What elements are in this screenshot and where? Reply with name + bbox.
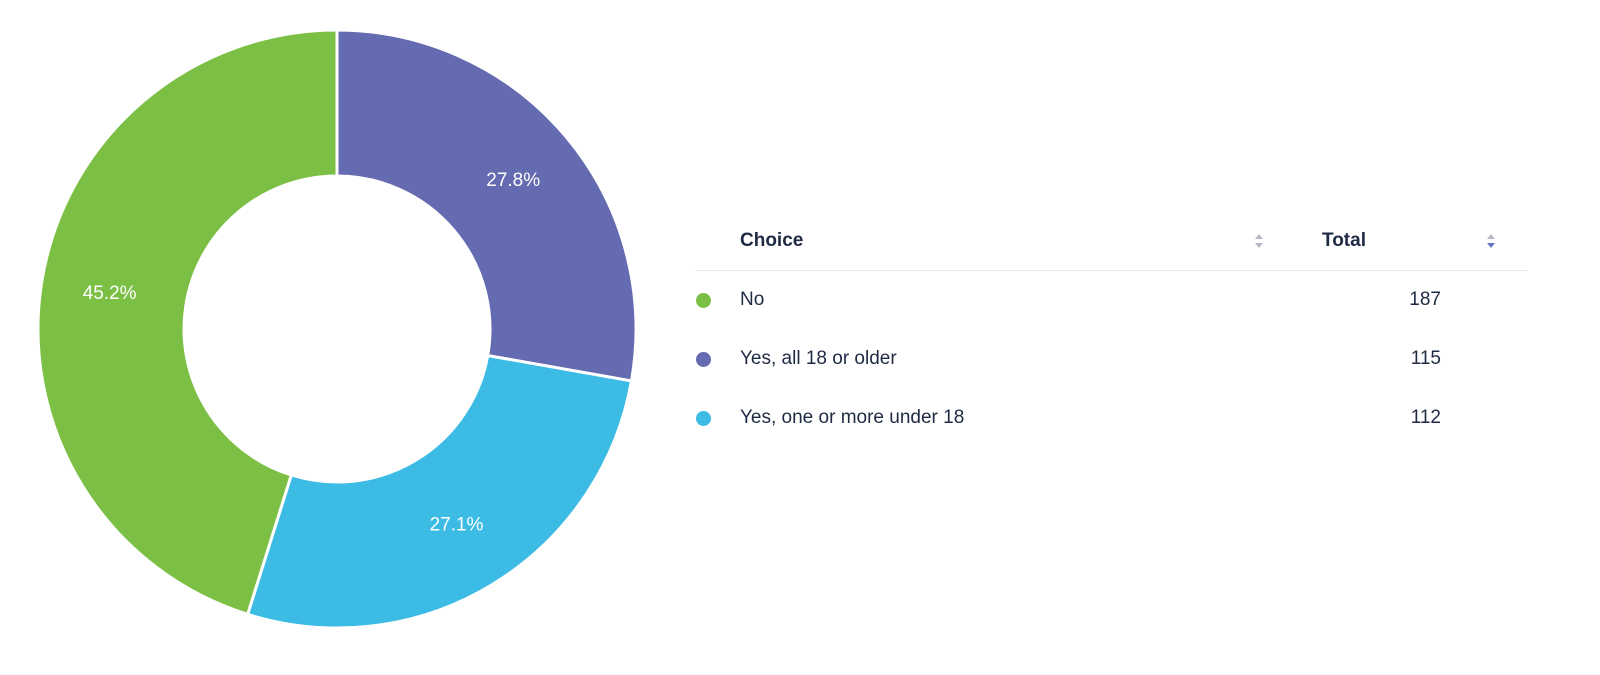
slice-label: 27.1% (430, 515, 484, 536)
table-row: Yes, one or more under 18 112 (695, 389, 1527, 448)
donut-slice-no[interactable] (36, 28, 339, 617)
legend-dot-no (696, 293, 711, 308)
row-choice: Yes, one or more under 18 (740, 407, 965, 428)
donut-slice-yes-one-or-more-under-18[interactable] (245, 353, 634, 630)
row-choice: No (740, 289, 765, 310)
row-total: 115 (1410, 348, 1441, 369)
donut-chart: 27.8% 27.1% 45.2% (36, 28, 638, 630)
sort-icon[interactable] (1255, 234, 1263, 250)
row-total: 112 (1410, 407, 1441, 428)
table-row: Yes, all 18 or older 115 (695, 330, 1527, 389)
legend-dot-yes-one-or-more-under-18 (696, 411, 711, 426)
legend-dot-yes-all-18-or-older (696, 352, 711, 367)
legend-table: Choice Total No 187 Yes, all 18 or older… (695, 218, 1527, 448)
slice-label: 27.8% (486, 170, 540, 191)
slice-label: 45.2% (83, 283, 137, 304)
sort-icon[interactable] (1487, 234, 1495, 250)
row-choice: Yes, all 18 or older (740, 348, 897, 369)
table-header: Choice Total (695, 218, 1527, 271)
column-header-total[interactable]: Total (1322, 230, 1366, 251)
donut-slice-yes-all-18-or-older[interactable] (335, 28, 638, 383)
column-header-choice[interactable]: Choice (740, 230, 804, 251)
row-total: 187 (1409, 289, 1441, 310)
table-row: No 187 (695, 271, 1527, 330)
